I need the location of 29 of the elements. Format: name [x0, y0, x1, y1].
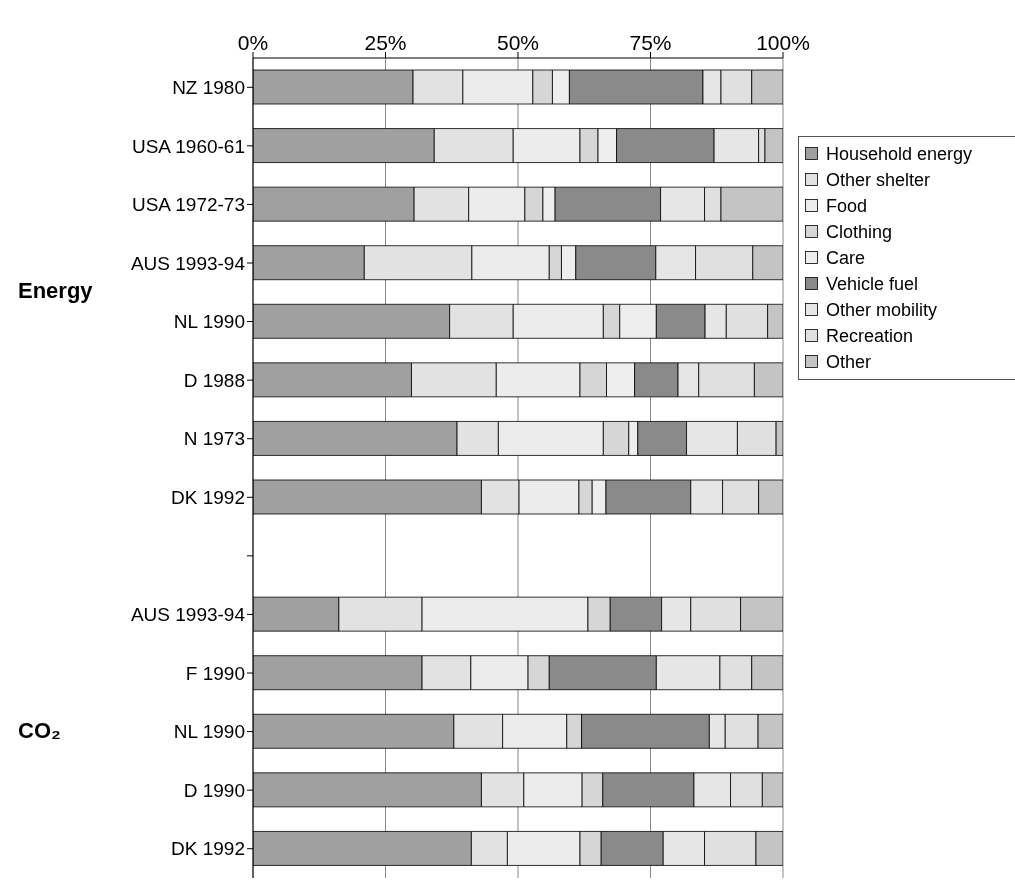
y-tick-label: D 1990	[183, 779, 245, 801]
y-tick-label: USA 1960-61	[131, 135, 245, 157]
x-tick-label: 50%	[496, 31, 540, 54]
y-tick-label: USA 1972-73	[131, 194, 245, 216]
y-tick-label: DK 1992	[171, 838, 245, 860]
y-tick-label: NL 1990	[173, 721, 245, 743]
legend-label: Other mobility	[826, 299, 938, 322]
legend-label: Recreation	[826, 325, 914, 348]
x-tick-label: 0%	[237, 31, 269, 54]
y-tick-label: NZ 1980	[172, 77, 245, 99]
legend-label: Household energy	[826, 143, 973, 166]
y-tick-label: AUS 1993-94	[130, 252, 246, 274]
x-tick-label: 25%	[364, 31, 407, 54]
x-tick-label: 75%	[629, 31, 672, 54]
y-tick-label: F 1990	[185, 662, 245, 684]
y-tick-label: N 1973	[183, 428, 245, 450]
legend-label: Care	[826, 247, 866, 270]
legend-label: Other shelter	[826, 169, 931, 192]
legend-label: Other	[826, 351, 872, 374]
x-tick-label: 100%	[756, 31, 810, 54]
legend-label: Clothing	[826, 221, 893, 244]
y-tick-label: NL 1990	[173, 311, 245, 333]
y-tick-label: AUS 1993-94	[130, 604, 246, 626]
text: CO₂	[18, 717, 61, 744]
legend-label: Food	[826, 195, 868, 218]
y-tick-label: D 1988	[183, 369, 245, 391]
legend-label: Vehicle fuel	[826, 273, 919, 296]
y-tick-label: DK 1992	[171, 487, 245, 509]
text: Energy	[18, 278, 93, 305]
